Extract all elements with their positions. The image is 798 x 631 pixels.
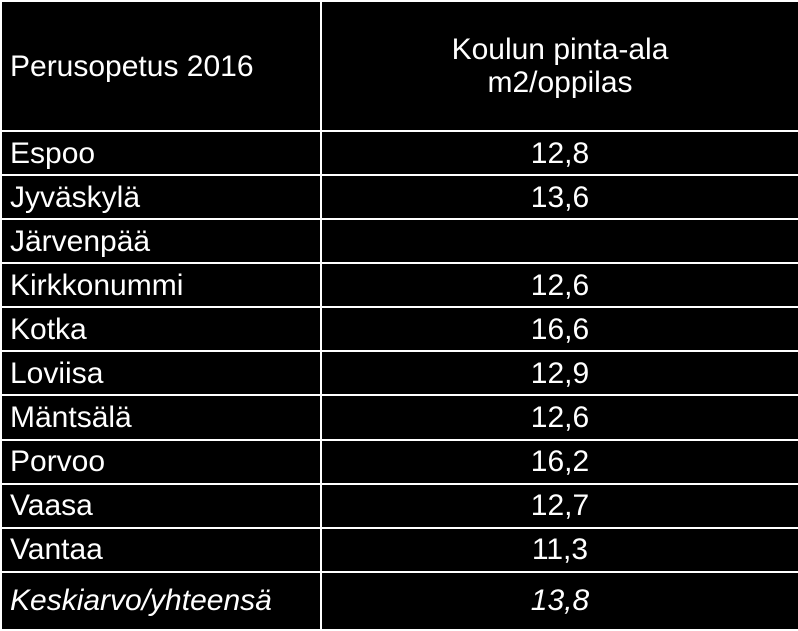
table-row: Järvenpää	[1, 219, 798, 263]
row-value: 12,9	[321, 351, 798, 395]
table-row: Vaasa 12,7	[1, 484, 798, 528]
header-right-line1: Koulun pinta-ala	[452, 33, 669, 66]
table-row: Espoo 12,8	[1, 131, 798, 175]
row-name: Loviisa	[1, 351, 321, 395]
row-name: Järvenpää	[1, 219, 321, 263]
row-name: Espoo	[1, 131, 321, 175]
table-body: Espoo 12,8 Jyväskylä 13,6 Järvenpää Kirk…	[1, 131, 798, 630]
summary-label: Keskiarvo/yhteensä	[1, 572, 321, 630]
table-header-row: Perusopetus 2016 Koulun pinta-ala m2/opp…	[1, 1, 798, 131]
table-row: Jyväskylä 13,6	[1, 175, 798, 219]
row-name: Vaasa	[1, 484, 321, 528]
row-value: 12,8	[321, 131, 798, 175]
row-value: 16,2	[321, 440, 798, 484]
row-value: 12,6	[321, 395, 798, 439]
summary-row: Keskiarvo/yhteensä 13,8	[1, 572, 798, 630]
table-row: Kotka 16,6	[1, 307, 798, 351]
summary-value: 13,8	[321, 572, 798, 630]
row-value: 12,7	[321, 484, 798, 528]
header-right-cell: Koulun pinta-ala m2/oppilas	[321, 1, 798, 131]
table-row: Mäntsälä 12,6	[1, 395, 798, 439]
row-value: 11,3	[321, 528, 798, 572]
row-value: 13,6	[321, 175, 798, 219]
table-row: Kirkkonummi 12,6	[1, 263, 798, 307]
row-value: 16,6	[321, 307, 798, 351]
header-left-label: Perusopetus 2016	[10, 50, 254, 83]
row-name: Kotka	[1, 307, 321, 351]
row-value: 12,6	[321, 263, 798, 307]
row-value	[321, 219, 798, 263]
row-name: Jyväskylä	[1, 175, 321, 219]
table-row: Vantaa 11,3	[1, 528, 798, 572]
row-name: Kirkkonummi	[1, 263, 321, 307]
school-area-table: Perusopetus 2016 Koulun pinta-ala m2/opp…	[0, 0, 798, 631]
row-name: Mäntsälä	[1, 395, 321, 439]
header-left-cell: Perusopetus 2016	[1, 1, 321, 131]
row-name: Vantaa	[1, 528, 321, 572]
row-name: Porvoo	[1, 440, 321, 484]
header-right-line2: m2/oppilas	[487, 66, 632, 99]
table-row: Porvoo 16,2	[1, 440, 798, 484]
table-row: Loviisa 12,9	[1, 351, 798, 395]
